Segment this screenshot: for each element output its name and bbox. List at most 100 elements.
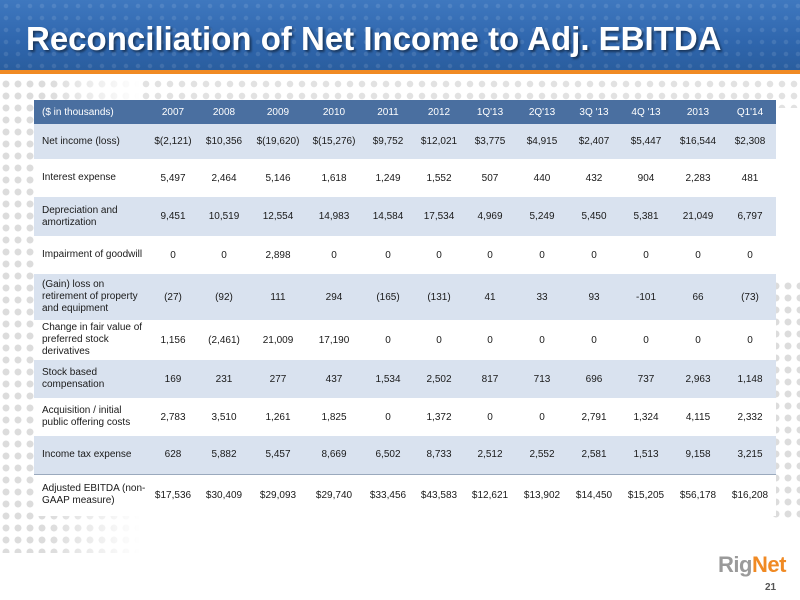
table-cell: 0 (724, 236, 776, 274)
table-cell: 0 (414, 236, 464, 274)
table-cell: -101 (620, 274, 672, 320)
table-cell: 0 (516, 398, 568, 436)
table-cell: 1,513 (620, 436, 672, 474)
row-label: Income tax expense (34, 436, 148, 474)
table-cell: $33,456 (362, 473, 414, 516)
table-cell: 21,049 (672, 197, 724, 236)
table-cell: 2,581 (568, 436, 620, 474)
table-cell: 8,669 (306, 436, 362, 474)
table-cell: $12,021 (414, 124, 464, 159)
table-cell: 0 (724, 320, 776, 360)
table-cell: 231 (198, 360, 250, 398)
table-cell: 8,733 (414, 436, 464, 474)
table-cell: 0 (568, 320, 620, 360)
table-cell: 0 (672, 320, 724, 360)
column-header: Q1'14 (724, 100, 776, 124)
table-cell: 481 (724, 159, 776, 197)
table-cell: $14,450 (568, 473, 620, 516)
column-header: 2009 (250, 100, 306, 124)
table-cell: $56,178 (672, 473, 724, 516)
column-header: 2008 (198, 100, 250, 124)
table-cell: 1,261 (250, 398, 306, 436)
table-cell: 169 (148, 360, 198, 398)
row-label: Depreciation and amortization (34, 197, 148, 236)
table-cell: 1,148 (724, 360, 776, 398)
table-cell: 5,882 (198, 436, 250, 474)
table-cell: 5,146 (250, 159, 306, 197)
table-cell: 0 (464, 398, 516, 436)
column-header: 2013 (672, 100, 724, 124)
table-cell: 5,450 (568, 197, 620, 236)
table-cell: 12,554 (250, 197, 306, 236)
table-cell: 1,372 (414, 398, 464, 436)
table-cell: 817 (464, 360, 516, 398)
table-cell: 5,249 (516, 197, 568, 236)
table-cell: $(15,276) (306, 124, 362, 159)
table-cell: 437 (306, 360, 362, 398)
table-cell: 0 (148, 236, 198, 274)
table-cell: $10,356 (198, 124, 250, 159)
table-cell: 0 (198, 236, 250, 274)
column-header: 2Q'13 (516, 100, 568, 124)
table-cell: (131) (414, 274, 464, 320)
reconciliation-table: ($ in thousands) 2007 2008 2009 2010 2011 2012… (34, 100, 776, 516)
table-row: (Gain) loss on retirement of property an… (34, 274, 776, 320)
table-cell: $29,740 (306, 473, 362, 516)
table-cell: 294 (306, 274, 362, 320)
table-cell: 0 (362, 398, 414, 436)
table-cell: 21,009 (250, 320, 306, 360)
table-cell: $2,308 (724, 124, 776, 159)
table-cell: 111 (250, 274, 306, 320)
table-cell: $15,205 (620, 473, 672, 516)
table-cell: $43,583 (414, 473, 464, 516)
table-header-row: ($ in thousands) 2007 2008 2009 2010 2011 2012… (34, 100, 776, 124)
table-cell: 2,502 (414, 360, 464, 398)
table-cell: $3,775 (464, 124, 516, 159)
table-cell: 17,534 (414, 197, 464, 236)
table-cell: $16,208 (724, 473, 776, 516)
table-cell: 713 (516, 360, 568, 398)
table-row: Impairment of goodwill 0 0 2,898 0 0 0 0 0 0 0 0 0 (34, 236, 776, 274)
column-header: 3Q '13 (568, 100, 620, 124)
table-cell: 14,983 (306, 197, 362, 236)
row-label: Net income (loss) (34, 124, 148, 159)
table-cell: 0 (464, 236, 516, 274)
table-cell: 1,618 (306, 159, 362, 197)
title-underline (0, 70, 800, 74)
table-cell: $17,536 (148, 473, 198, 516)
row-label: (Gain) loss on retirement of property an… (34, 274, 148, 320)
table-cell: 0 (464, 320, 516, 360)
header-dot-pattern (0, 0, 800, 70)
table-cell: 14,584 (362, 197, 414, 236)
table-cell: 0 (362, 236, 414, 274)
table-cell: 507 (464, 159, 516, 197)
table-cell: 1,534 (362, 360, 414, 398)
table-cell: 5,457 (250, 436, 306, 474)
table-cell: $4,915 (516, 124, 568, 159)
logo-text-net: Net (751, 552, 786, 577)
column-header: 2010 (306, 100, 362, 124)
table-cell: $5,447 (620, 124, 672, 159)
table-cell: 0 (414, 320, 464, 360)
table-cell: $(19,620) (250, 124, 306, 159)
table-cell: 2,783 (148, 398, 198, 436)
table-cell: 0 (568, 236, 620, 274)
table-cell: $13,902 (516, 473, 568, 516)
table-cell: $30,409 (198, 473, 250, 516)
table-cell: 432 (568, 159, 620, 197)
table-cell: 2,464 (198, 159, 250, 197)
table-cell: 6,502 (362, 436, 414, 474)
column-header: 1Q'13 (464, 100, 516, 124)
table-cell: 9,451 (148, 197, 198, 236)
table-cell: 66 (672, 274, 724, 320)
table-cell: 5,381 (620, 197, 672, 236)
table-cell: (27) (148, 274, 198, 320)
table-cell: 904 (620, 159, 672, 197)
table-cell: $(2,121) (148, 124, 198, 159)
table-cell: 3,510 (198, 398, 250, 436)
table-cell: (73) (724, 274, 776, 320)
table-cell: 696 (568, 360, 620, 398)
row-label: Interest expense (34, 159, 148, 197)
table-cell: 2,512 (464, 436, 516, 474)
table-cell: 0 (516, 320, 568, 360)
